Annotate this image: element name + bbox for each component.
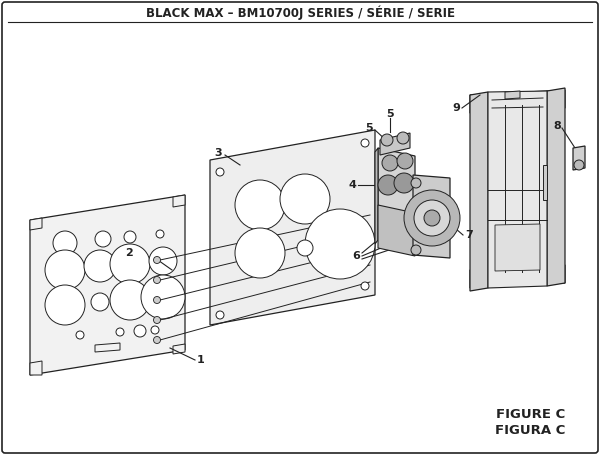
Circle shape xyxy=(235,180,285,230)
Circle shape xyxy=(134,325,146,337)
Circle shape xyxy=(424,210,440,226)
Circle shape xyxy=(76,331,84,339)
Circle shape xyxy=(394,173,414,193)
Polygon shape xyxy=(380,133,410,155)
Circle shape xyxy=(84,250,116,282)
Circle shape xyxy=(361,139,369,147)
Polygon shape xyxy=(470,265,565,288)
Polygon shape xyxy=(375,148,378,244)
Circle shape xyxy=(149,247,177,275)
Circle shape xyxy=(156,230,164,238)
Circle shape xyxy=(95,231,111,247)
Polygon shape xyxy=(543,165,547,200)
Text: 6: 6 xyxy=(352,251,360,261)
Circle shape xyxy=(397,132,409,144)
Text: 2: 2 xyxy=(125,248,133,258)
Circle shape xyxy=(411,178,421,188)
Circle shape xyxy=(116,328,124,336)
Polygon shape xyxy=(173,195,185,207)
Circle shape xyxy=(154,257,161,263)
Text: 1: 1 xyxy=(197,355,205,365)
Polygon shape xyxy=(488,91,547,288)
Polygon shape xyxy=(495,224,540,271)
Circle shape xyxy=(154,317,161,324)
Text: 9: 9 xyxy=(452,103,460,113)
Circle shape xyxy=(154,277,161,283)
Circle shape xyxy=(141,275,185,319)
Polygon shape xyxy=(505,91,520,99)
Polygon shape xyxy=(573,146,585,170)
Polygon shape xyxy=(378,148,415,248)
Circle shape xyxy=(305,209,375,279)
Circle shape xyxy=(411,245,421,255)
Circle shape xyxy=(53,231,77,255)
Polygon shape xyxy=(378,205,415,256)
Polygon shape xyxy=(95,343,120,352)
Polygon shape xyxy=(547,88,565,286)
Circle shape xyxy=(361,282,369,290)
Polygon shape xyxy=(470,90,565,113)
Text: 3: 3 xyxy=(214,148,222,158)
Circle shape xyxy=(124,231,136,243)
Polygon shape xyxy=(173,344,185,354)
Text: 5: 5 xyxy=(365,123,373,133)
Text: 7: 7 xyxy=(465,230,473,240)
Text: 8: 8 xyxy=(553,121,561,131)
Circle shape xyxy=(404,190,460,246)
Polygon shape xyxy=(30,195,185,375)
Circle shape xyxy=(216,168,224,176)
Circle shape xyxy=(154,337,161,344)
Circle shape xyxy=(397,153,413,169)
Circle shape xyxy=(154,297,161,303)
Circle shape xyxy=(235,228,285,278)
Polygon shape xyxy=(413,175,450,258)
Circle shape xyxy=(110,244,150,284)
Circle shape xyxy=(45,285,85,325)
Text: FIGURE C: FIGURE C xyxy=(496,409,565,421)
Circle shape xyxy=(110,280,150,320)
Polygon shape xyxy=(470,92,488,291)
Polygon shape xyxy=(30,361,42,375)
Text: 4: 4 xyxy=(348,180,356,190)
Text: BLACK MAX – BM10700J SERIES / SÉRIE / SERIE: BLACK MAX – BM10700J SERIES / SÉRIE / SE… xyxy=(146,6,455,20)
Circle shape xyxy=(574,160,584,170)
Circle shape xyxy=(216,311,224,319)
Circle shape xyxy=(280,174,330,224)
Circle shape xyxy=(91,293,109,311)
Circle shape xyxy=(414,200,450,236)
Circle shape xyxy=(381,134,393,146)
Text: FIGURA C: FIGURA C xyxy=(494,424,565,436)
Circle shape xyxy=(297,240,313,256)
Text: 5: 5 xyxy=(386,109,394,119)
Circle shape xyxy=(45,250,85,290)
Circle shape xyxy=(382,155,398,171)
Circle shape xyxy=(151,326,159,334)
Polygon shape xyxy=(210,130,375,325)
Polygon shape xyxy=(30,218,42,230)
Circle shape xyxy=(378,175,398,195)
